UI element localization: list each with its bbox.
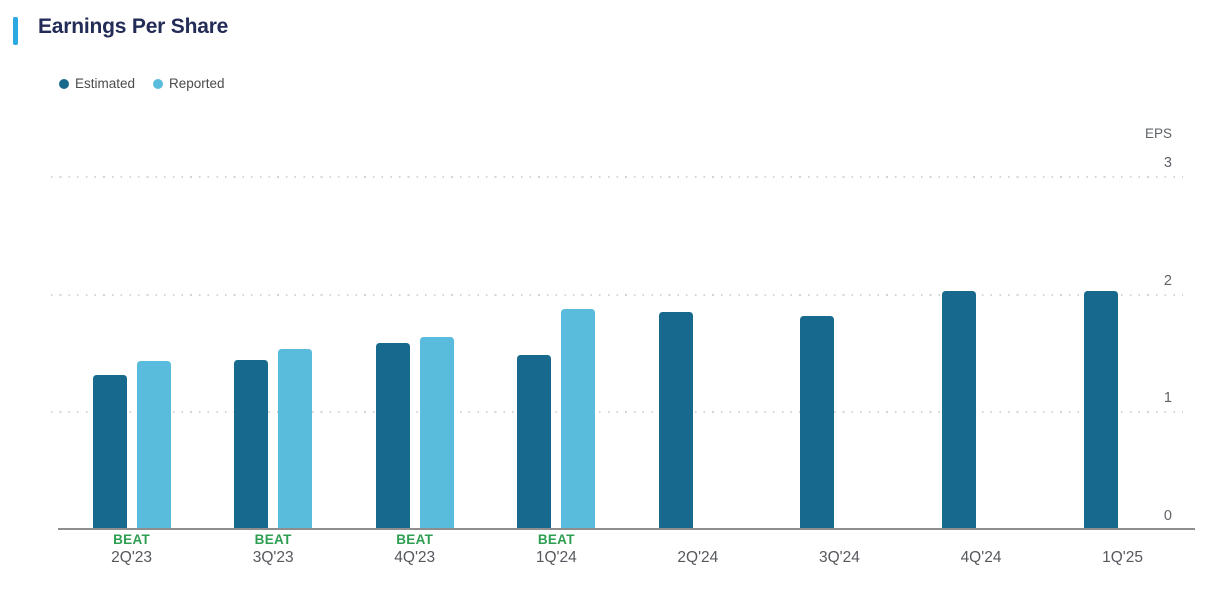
legend-dot-icon (153, 78, 164, 89)
bar-estimated[interactable] (942, 291, 977, 529)
x-axis-label: 1Q'24 (535, 549, 577, 566)
bar-reported[interactable] (561, 308, 596, 529)
legend-item-estimated[interactable]: Estimated (59, 76, 135, 91)
legend-dot-icon (59, 78, 69, 89)
bar-estimated[interactable] (800, 316, 835, 529)
legend: Estimated Reported (59, 75, 225, 92)
bar-estimated[interactable] (92, 374, 127, 529)
legend-item-reported[interactable]: Reported (153, 76, 225, 91)
legend-label: Reported (169, 76, 225, 91)
beat-badge: BEAT (396, 532, 434, 547)
x-axis-label: 2Q'23 (111, 549, 153, 566)
beat-badge: BEAT (113, 532, 151, 547)
x-axis-label: 3Q'24 (818, 549, 860, 566)
y-tick-label: 3 (1163, 154, 1172, 171)
bar-estimated[interactable] (517, 354, 552, 529)
x-axis-label: 4Q'24 (960, 549, 1002, 566)
y-tick-label: 1 (1163, 390, 1172, 407)
gridline-y2 (51, 293, 1183, 296)
y-axis-unit-label: EPS (1144, 126, 1172, 141)
beat-badge: BEAT (254, 532, 292, 547)
x-axis-line (58, 528, 1195, 530)
y-tick-label: 0 (1163, 508, 1172, 524)
x-axis-label: 4Q'23 (394, 549, 436, 566)
bar-reported[interactable] (419, 337, 454, 529)
header: Earnings Per Share (0, 0, 1231, 60)
gridline-y1 (51, 411, 1183, 414)
y-tick-label: 2 (1163, 272, 1172, 289)
bar-estimated[interactable] (375, 343, 410, 529)
legend-label: Estimated (75, 76, 136, 91)
x-axis-label: 3Q'23 (252, 549, 294, 566)
x-axis-label: 2Q'24 (677, 549, 719, 566)
bar-estimated[interactable] (1083, 291, 1118, 529)
page-title: Earnings Per Share (38, 15, 229, 38)
gridline-y3 (51, 175, 1183, 178)
x-axis-label: 1Q'25 (1102, 549, 1144, 566)
title-accent-bar (13, 17, 18, 45)
bar-estimated[interactable] (658, 312, 693, 529)
beat-badge: BEAT (537, 532, 575, 547)
bar-estimated[interactable] (234, 359, 269, 529)
bar-reported[interactable] (278, 348, 313, 529)
bar-reported[interactable] (136, 360, 171, 529)
